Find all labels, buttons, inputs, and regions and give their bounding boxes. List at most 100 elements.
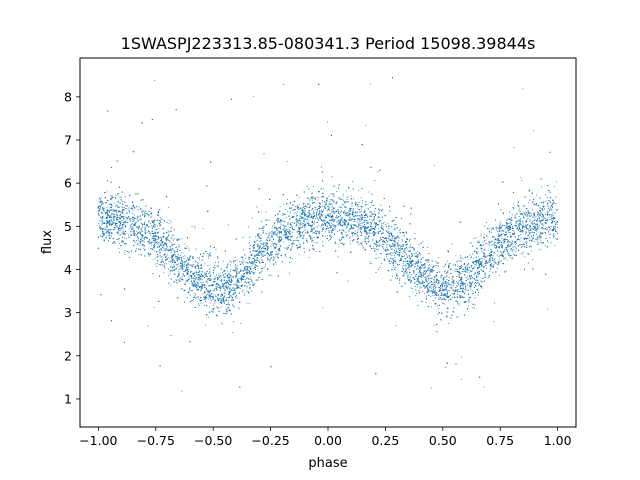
data-point [178, 244, 180, 246]
data-point [531, 209, 533, 211]
data-point [496, 255, 498, 257]
data-point [117, 200, 119, 202]
data-point [364, 226, 366, 228]
data-point [386, 226, 387, 227]
data-point [250, 273, 251, 275]
data-point [418, 259, 419, 260]
data-point [100, 236, 102, 238]
data-point [535, 194, 537, 196]
data-point [164, 267, 166, 269]
data-point [533, 213, 535, 215]
data-point [512, 251, 514, 253]
data-point [257, 244, 259, 246]
data-point [445, 367, 447, 368]
data-point [329, 214, 331, 216]
data-point [481, 251, 483, 253]
data-point [549, 228, 551, 230]
data-point [204, 263, 206, 265]
data-point [447, 299, 449, 301]
data-point [462, 258, 464, 260]
data-point [199, 297, 201, 299]
data-point [328, 240, 330, 242]
data-point [171, 251, 173, 253]
data-point [410, 261, 412, 263]
data-point [194, 284, 195, 286]
data-point [198, 298, 200, 300]
data-point [132, 210, 134, 212]
data-point [361, 244, 363, 246]
data-point [138, 253, 140, 255]
data-point [218, 287, 220, 288]
data-point [240, 269, 242, 270]
data-point [402, 244, 404, 246]
data-point [255, 239, 257, 241]
data-point [523, 215, 525, 217]
data-point [246, 273, 247, 275]
data-point [387, 222, 389, 224]
data-point [280, 227, 281, 229]
data-point [253, 240, 255, 242]
data-point [272, 233, 274, 235]
data-point [302, 218, 304, 220]
data-point [234, 257, 236, 258]
data-point [296, 231, 298, 233]
data-point [502, 233, 504, 235]
data-point [124, 196, 126, 198]
data-point [555, 203, 557, 204]
data-point [396, 238, 397, 240]
data-point [412, 291, 414, 293]
data-point [104, 234, 106, 235]
data-point [162, 243, 164, 245]
data-point [285, 208, 286, 210]
data-point [332, 214, 333, 216]
data-point [168, 261, 170, 263]
data-point [309, 205, 311, 207]
data-point [101, 196, 103, 198]
data-point [226, 281, 228, 283]
data-point [285, 237, 286, 239]
data-point [158, 227, 160, 229]
data-point [194, 296, 196, 298]
data-point [132, 233, 134, 235]
data-point [111, 197, 113, 199]
data-point [510, 219, 512, 221]
data-point [215, 248, 217, 250]
data-point [159, 209, 161, 211]
data-point [157, 235, 159, 237]
data-point [490, 267, 492, 269]
data-point [182, 256, 184, 258]
data-point [316, 212, 317, 214]
data-point [287, 249, 288, 250]
data-point [316, 215, 318, 217]
data-point [267, 248, 269, 250]
data-point [127, 234, 129, 236]
data-point [214, 301, 216, 303]
data-point [524, 226, 525, 228]
data-point [430, 387, 432, 389]
data-point [122, 230, 124, 232]
data-point [258, 260, 260, 262]
data-point [206, 282, 208, 284]
data-point [532, 231, 534, 233]
data-point [525, 241, 527, 242]
data-point [495, 237, 497, 239]
data-point [553, 201, 555, 203]
data-point [222, 283, 224, 285]
data-point [497, 242, 499, 244]
data-point [500, 235, 502, 237]
data-point [233, 284, 235, 286]
data-point [202, 282, 204, 283]
data-point [554, 224, 556, 226]
data-point [440, 292, 442, 294]
data-point [542, 228, 544, 230]
data-point [438, 291, 440, 292]
data-point [533, 212, 535, 214]
data-point [417, 272, 419, 274]
data-point [206, 281, 208, 283]
data-point [290, 208, 292, 209]
data-point [521, 231, 523, 233]
data-point [385, 230, 387, 232]
data-point [369, 246, 371, 248]
data-point [230, 276, 232, 278]
data-point [535, 216, 537, 218]
